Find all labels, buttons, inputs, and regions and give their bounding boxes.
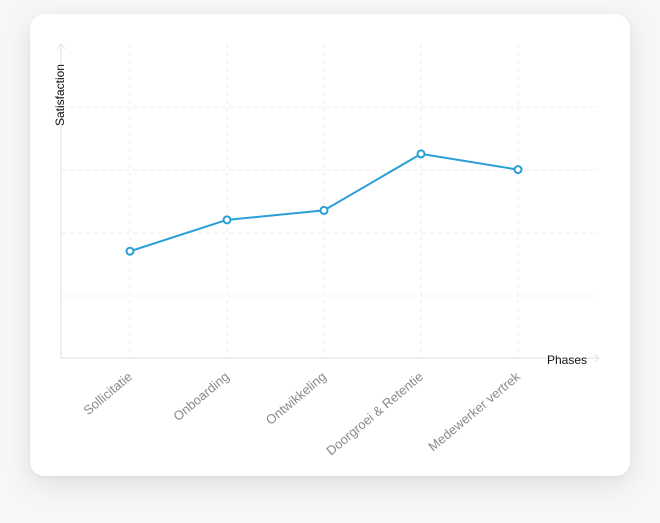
data-point[interactable] [125,246,135,256]
x-axis-title: Phases [547,353,587,367]
x-axis-arrow [593,353,600,363]
data-point[interactable] [319,205,329,215]
x-tick-label: Medewerker vertrek [425,368,523,454]
x-tick-label: Onboarding [170,369,232,424]
x-tick-label: Doorgroei & Retentie [323,369,426,459]
data-point[interactable] [222,215,232,225]
chart-grid [61,44,599,358]
series-layer [125,149,523,256]
y-axis-arrow [56,43,66,50]
y-axis-title: Satisfaction [53,64,67,126]
data-point[interactable] [416,149,426,159]
x-tick-labels: Sollicitatie Onboarding OntwikkelingDoorgr… [80,368,523,458]
data-point[interactable] [513,165,523,175]
x-tick-label: Ontwikkeling [263,369,329,428]
x-tick-label: Sollicitatie [80,369,134,418]
